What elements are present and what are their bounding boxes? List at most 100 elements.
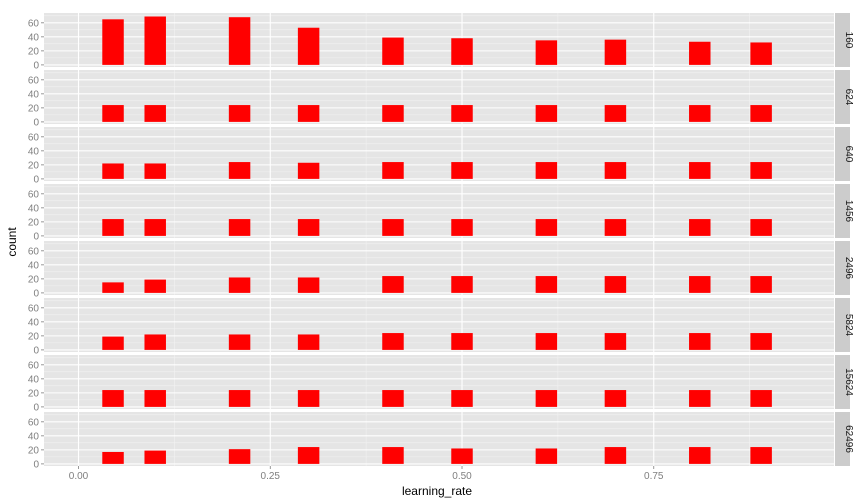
facet-strip-label: 15624 xyxy=(843,368,854,396)
bar xyxy=(144,334,166,350)
bar xyxy=(689,219,711,236)
bar xyxy=(535,276,558,293)
bar xyxy=(604,39,627,65)
bar xyxy=(535,219,558,236)
y-tick-label: 60 xyxy=(28,189,40,200)
facet-panel-15624: 0 20 40 60 15624 xyxy=(28,355,854,413)
bar xyxy=(102,163,124,179)
bar xyxy=(102,19,124,65)
bar xyxy=(144,219,166,236)
bar xyxy=(228,277,251,293)
bar xyxy=(451,390,473,407)
facet-strip xyxy=(835,412,850,466)
bar xyxy=(535,390,558,407)
facet-strip-label: 1456 xyxy=(843,200,854,223)
bar xyxy=(228,162,251,179)
bar xyxy=(689,105,711,122)
bar xyxy=(297,27,320,65)
bar xyxy=(102,451,124,464)
facet-strip xyxy=(835,298,850,352)
bar xyxy=(750,105,772,122)
facet-panel-5824: 0 20 40 60 5824 xyxy=(28,298,854,356)
x-tick-label: 0.00 xyxy=(69,471,89,482)
y-tick-label: 0 xyxy=(33,60,39,71)
facet-panel-62496: 0 20 40 60 62496 xyxy=(28,412,854,470)
y-tick-label: 40 xyxy=(28,89,40,100)
facet-strip-label: 160 xyxy=(843,32,854,49)
bar xyxy=(750,333,772,350)
bar xyxy=(750,42,772,65)
bar xyxy=(604,219,627,236)
bar xyxy=(382,37,404,65)
y-tick-label: 40 xyxy=(28,32,40,43)
bar xyxy=(382,219,404,236)
facet-panels: 0 20 40 60 160 0 20 40 60 624 0 20 40 60 640 0 20 40 60 145… xyxy=(28,13,854,470)
y-tick-label: 60 xyxy=(28,132,40,143)
x-tick-label: 0.50 xyxy=(452,471,472,482)
facet-strip-label: 5824 xyxy=(843,314,854,337)
bar xyxy=(689,276,711,293)
bar xyxy=(535,448,558,464)
facet-strip xyxy=(835,13,850,67)
y-tick-label: 40 xyxy=(28,260,40,271)
y-tick-label: 0 xyxy=(33,345,39,356)
bar xyxy=(144,390,166,407)
bar xyxy=(689,162,711,179)
y-tick-label: 60 xyxy=(28,246,40,257)
bar xyxy=(144,279,166,293)
bar xyxy=(382,333,404,350)
bar xyxy=(535,105,558,122)
bar xyxy=(102,390,124,407)
y-tick-label: 20 xyxy=(28,445,40,456)
x-tick-label: 0.75 xyxy=(644,471,664,482)
facet-panel-1456: 0 20 40 60 1456 xyxy=(28,184,854,242)
bar xyxy=(297,334,320,350)
bar xyxy=(144,163,166,179)
bar xyxy=(750,219,772,236)
y-tick-label: 0 xyxy=(33,174,39,185)
facet-strip-label: 624 xyxy=(843,89,854,106)
bar xyxy=(297,105,320,122)
bar xyxy=(604,162,627,179)
facet-strip-label: 62496 xyxy=(843,425,854,453)
y-tick-label: 0 xyxy=(33,231,39,242)
y-tick-label: 20 xyxy=(28,331,40,342)
y-tick-label: 20 xyxy=(28,217,40,228)
bar xyxy=(535,333,558,350)
y-tick-label: 0 xyxy=(33,117,39,128)
y-tick-label: 0 xyxy=(33,402,39,413)
bar xyxy=(451,276,473,293)
facet-strip xyxy=(835,355,850,409)
bar xyxy=(382,390,404,407)
bar xyxy=(228,17,251,65)
bar xyxy=(451,448,473,464)
bar xyxy=(228,390,251,407)
facet-strip-label: 640 xyxy=(843,146,854,163)
y-tick-label: 40 xyxy=(28,374,40,385)
y-tick-label: 60 xyxy=(28,18,40,29)
bar xyxy=(228,334,251,350)
bar xyxy=(451,333,473,350)
facet-strip-label: 2496 xyxy=(843,257,854,280)
facet-strip xyxy=(835,184,850,238)
bar xyxy=(228,449,251,464)
bar xyxy=(102,219,124,236)
bar xyxy=(297,447,320,464)
bar xyxy=(451,105,473,122)
facet-panel-640: 0 20 40 60 640 xyxy=(28,127,854,185)
y-tick-label: 60 xyxy=(28,303,40,314)
bar xyxy=(535,162,558,179)
y-tick-label: 20 xyxy=(28,274,40,285)
bar xyxy=(144,450,166,464)
y-tick-label: 20 xyxy=(28,46,40,57)
bar xyxy=(102,105,124,122)
bar xyxy=(102,336,124,350)
bar xyxy=(750,276,772,293)
bar xyxy=(451,162,473,179)
bar xyxy=(228,105,251,122)
y-tick-label: 60 xyxy=(28,75,40,86)
bar xyxy=(604,276,627,293)
y-tick-label: 40 xyxy=(28,431,40,442)
y-tick-label: 20 xyxy=(28,160,40,171)
